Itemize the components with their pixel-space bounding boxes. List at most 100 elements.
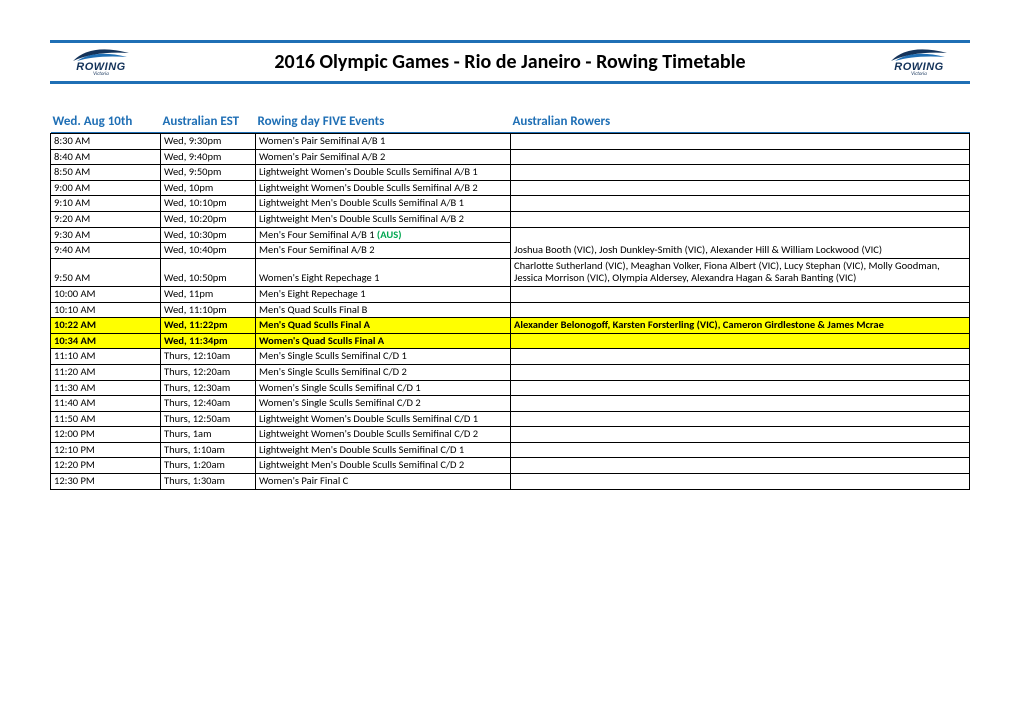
cell-event: Men's Four Semifinal A/B 2 xyxy=(256,243,511,259)
cell-est-time: Thurs, 12:20am xyxy=(161,364,256,380)
page-title: 2016 Olympic Games - Rio de Janeiro - Ro… xyxy=(146,50,874,74)
table-row: 12:10 PMThurs, 1:10amLightweight Men's D… xyxy=(51,442,970,458)
cell-est-time: Wed, 11:10pm xyxy=(161,302,256,318)
cell-est-time: Wed, 11pm xyxy=(161,286,256,302)
table-row: 10:10 AMWed, 11:10pmMen's Quad Sculls Fi… xyxy=(51,302,970,318)
timetable: Wed. Aug 10th Australian EST Rowing day … xyxy=(50,112,970,490)
cell-est-time: Thurs, 1am xyxy=(161,427,256,443)
cell-est-time: Thurs, 12:50am xyxy=(161,411,256,427)
cell-rowers xyxy=(511,442,970,458)
logo-left: ROWING Victoria xyxy=(56,45,146,79)
table-row: 9:50 AMWed, 10:50pmWomen's Eight Repecha… xyxy=(51,258,970,286)
cell-local-time: 10:22 AM xyxy=(51,318,161,334)
cell-event: Women's Single Sculls Semifinal C/D 2 xyxy=(256,396,511,412)
cell-event: Women's Single Sculls Semifinal C/D 1 xyxy=(256,380,511,396)
cell-event: Women's Pair Semifinal A/B 1 xyxy=(256,134,511,150)
cell-event: Lightweight Women's Double Sculls Semifi… xyxy=(256,165,511,181)
table-row: 11:20 AMThurs, 12:20amMen's Single Scull… xyxy=(51,364,970,380)
cell-rowers xyxy=(511,180,970,196)
table-row: 10:34 AMWed, 11:34pmWomen's Quad Sculls … xyxy=(51,333,970,349)
cell-est-time: Wed, 11:34pm xyxy=(161,333,256,349)
cell-local-time: 11:20 AM xyxy=(51,364,161,380)
cell-event: Men's Eight Repechage 1 xyxy=(256,286,511,302)
cell-local-time: 11:50 AM xyxy=(51,411,161,427)
cell-local-time: 10:00 AM xyxy=(51,286,161,302)
cell-rowers xyxy=(511,196,970,212)
cell-est-time: Thurs, 12:10am xyxy=(161,349,256,365)
cell-local-time: 10:34 AM xyxy=(51,333,161,349)
cell-local-time: 12:30 PM xyxy=(51,474,161,490)
cell-local-time: 9:40 AM xyxy=(51,243,161,259)
cell-event: Women's Eight Repechage 1 xyxy=(256,258,511,286)
cell-local-time: 9:20 AM xyxy=(51,211,161,227)
cell-local-time: 11:30 AM xyxy=(51,380,161,396)
cell-rowers xyxy=(511,427,970,443)
table-row: 11:30 AMThurs, 12:30amWomen's Single Scu… xyxy=(51,380,970,396)
table-row: 9:30 AMWed, 10:30pmMen's Four Semifinal … xyxy=(51,227,970,243)
table-row: 9:00 AMWed, 10pmLightweight Women's Doub… xyxy=(51,180,970,196)
cell-rowers xyxy=(511,333,970,349)
cell-est-time: Wed, 10:50pm xyxy=(161,258,256,286)
cell-local-time: 9:10 AM xyxy=(51,196,161,212)
cell-est-time: Wed, 11:22pm xyxy=(161,318,256,334)
table-row: 12:20 PMThurs, 1:20amLightweight Men's D… xyxy=(51,458,970,474)
cell-est-time: Thurs, 1:30am xyxy=(161,474,256,490)
table-row: 8:30 AMWed, 9:30pmWomen's Pair Semifinal… xyxy=(51,134,970,150)
cell-event: Men's Four Semifinal A/B 1 (AUS) xyxy=(256,227,511,243)
cell-local-time: 11:40 AM xyxy=(51,396,161,412)
cell-event: Men's Single Sculls Semifinal C/D 1 xyxy=(256,349,511,365)
cell-est-time: Wed, 10:20pm xyxy=(161,211,256,227)
cell-local-time: 12:00 PM xyxy=(51,427,161,443)
table-row: 12:30 PMThurs, 1:30amWomen's Pair Final … xyxy=(51,474,970,490)
table-row: 8:40 AMWed, 9:40pmWomen's Pair Semifinal… xyxy=(51,149,970,165)
table-row: 11:40 AMThurs, 12:40amWomen's Single Scu… xyxy=(51,396,970,412)
cell-event: Lightweight Women's Double Sculls Semifi… xyxy=(256,411,511,427)
cell-event: Lightweight Men's Double Sculls Semifina… xyxy=(256,442,511,458)
logo-sub: Victoria xyxy=(911,71,927,77)
table-row: 9:10 AMWed, 10:10pmLightweight Men's Dou… xyxy=(51,196,970,212)
cell-local-time: 9:50 AM xyxy=(51,258,161,286)
cell-local-time: 10:10 AM xyxy=(51,302,161,318)
cell-rowers xyxy=(511,380,970,396)
cell-local-time: 12:20 PM xyxy=(51,458,161,474)
table-row: 10:22 AMWed, 11:22pmMen's Quad Sculls Fi… xyxy=(51,318,970,334)
cell-rowers: Joshua Booth (VIC), Josh Dunkley-Smith (… xyxy=(511,227,970,258)
table-row: 8:50 AMWed, 9:50pmLightweight Women's Do… xyxy=(51,165,970,181)
cell-local-time: 9:00 AM xyxy=(51,180,161,196)
col-est: Australian EST xyxy=(161,112,256,132)
aus-tag: (AUS) xyxy=(375,228,402,241)
cell-event: Lightweight Women's Double Sculls Semifi… xyxy=(256,427,511,443)
cell-event: Lightweight Men's Double Sculls Semifina… xyxy=(256,196,511,212)
cell-est-time: Wed, 9:40pm xyxy=(161,149,256,165)
cell-est-time: Thurs, 12:40am xyxy=(161,396,256,412)
cell-est-time: Wed, 10:10pm xyxy=(161,196,256,212)
table-row: 11:50 AMThurs, 12:50amLightweight Women'… xyxy=(51,411,970,427)
cell-local-time: 11:10 AM xyxy=(51,349,161,365)
cell-est-time: Wed, 10:30pm xyxy=(161,227,256,243)
cell-rowers xyxy=(511,458,970,474)
cell-est-time: Thurs, 1:20am xyxy=(161,458,256,474)
cell-event: Men's Quad Sculls Final B xyxy=(256,302,511,318)
cell-rowers xyxy=(511,396,970,412)
logo-right: ROWING Victoria xyxy=(874,45,964,79)
cell-rowers xyxy=(511,349,970,365)
cell-est-time: Thurs, 1:10am xyxy=(161,442,256,458)
cell-event: Women's Pair Final C xyxy=(256,474,511,490)
cell-est-time: Wed, 10:40pm xyxy=(161,243,256,259)
title-band: ROWING Victoria 2016 Olympic Games - Rio… xyxy=(50,40,970,84)
cell-est-time: Wed, 9:30pm xyxy=(161,134,256,150)
cell-est-time: Wed, 10pm xyxy=(161,180,256,196)
cell-local-time: 8:50 AM xyxy=(51,165,161,181)
cell-rowers xyxy=(511,165,970,181)
cell-est-time: Wed, 9:50pm xyxy=(161,165,256,181)
cell-est-time: Thurs, 12:30am xyxy=(161,380,256,396)
cell-rowers xyxy=(511,411,970,427)
cell-rowers xyxy=(511,474,970,490)
col-rowers: Australian Rowers xyxy=(511,112,970,132)
cell-event: Men's Quad Sculls Final A xyxy=(256,318,511,334)
cell-event: Women's Quad Sculls Final A xyxy=(256,333,511,349)
col-event: Rowing day FIVE Events xyxy=(256,112,511,132)
table-row: 11:10 AMThurs, 12:10amMen's Single Scull… xyxy=(51,349,970,365)
cell-rowers xyxy=(511,134,970,150)
cell-event: Men's Single Sculls Semifinal C/D 2 xyxy=(256,364,511,380)
